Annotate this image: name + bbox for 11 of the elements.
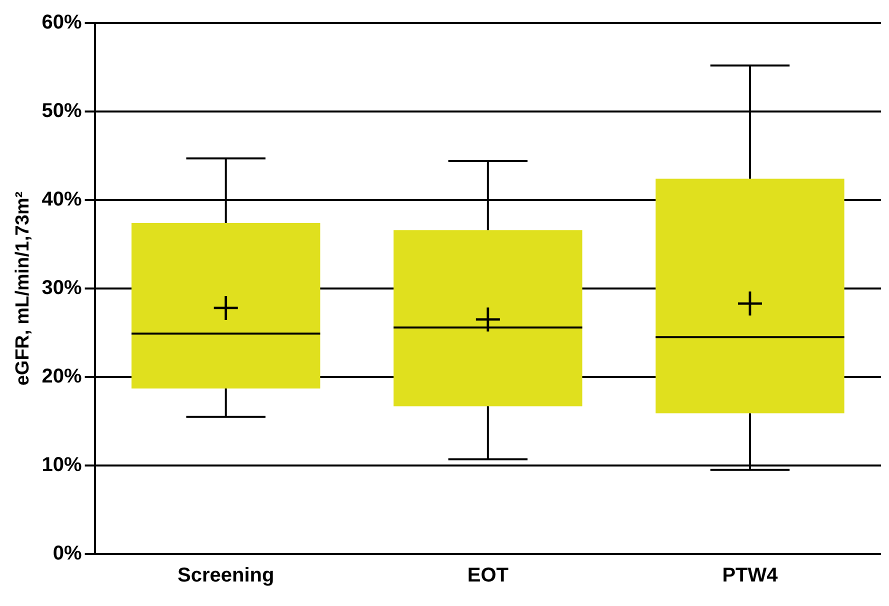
y-tick-label: 50% bbox=[42, 100, 82, 122]
x-tick-label: Screening bbox=[178, 564, 274, 587]
y-tick-label: 0% bbox=[52, 542, 82, 565]
y-axis-title: eGFR, mL/min/1,73m² bbox=[12, 191, 34, 386]
y-tick-label: 60% bbox=[42, 12, 82, 34]
y-tick-label: 30% bbox=[42, 277, 82, 300]
y-tick-label: 10% bbox=[42, 454, 82, 476]
x-tick-label: PTW4 bbox=[722, 564, 779, 587]
y-tick-label: 20% bbox=[42, 366, 82, 388]
y-tick-label: 40% bbox=[42, 188, 82, 211]
x-tick-label: EOT bbox=[467, 564, 508, 587]
